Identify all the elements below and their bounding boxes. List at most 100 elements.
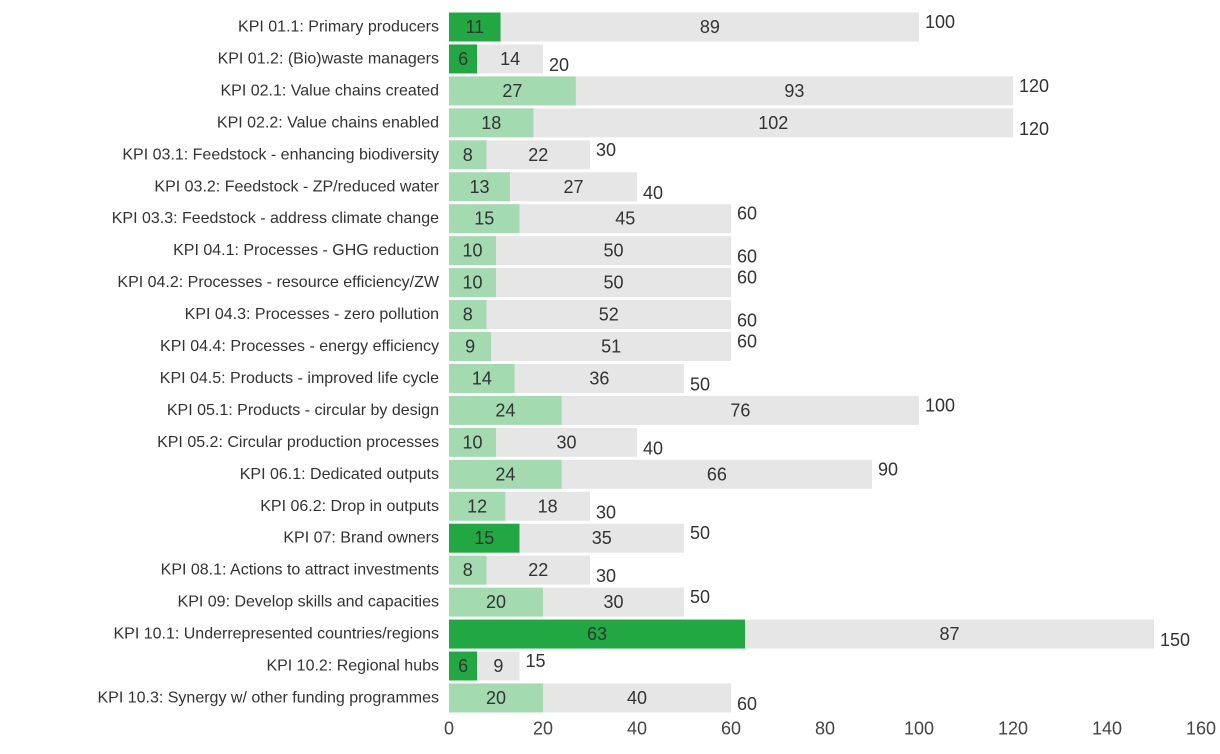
remaining-bar — [491, 332, 731, 361]
remaining-bar — [745, 619, 1154, 649]
x-tick-label: 80 — [815, 718, 835, 738]
remaining-bar — [477, 651, 520, 681]
achieved-bar — [449, 619, 746, 649]
total-value-label: 30 — [596, 566, 616, 586]
remaining-bar — [496, 268, 731, 298]
category-label: KPI 10.2: Regional hubs — [266, 658, 439, 675]
remaining-value-label: 36 — [589, 368, 609, 388]
category-label: KPI 08.1: Actions to attract investments — [161, 562, 439, 579]
category-label: KPI 06.2: Drop in outputs — [260, 498, 439, 515]
achieved-value-label: 6 — [458, 656, 468, 676]
achieved-value-label: 18 — [481, 113, 501, 133]
total-value-label: 60 — [737, 332, 757, 352]
total-value-label: 50 — [690, 587, 710, 607]
achieved-bar — [449, 12, 501, 42]
remaining-value-label: 89 — [700, 17, 720, 37]
achieved-bar — [449, 363, 515, 393]
achieved-value-label: 24 — [495, 464, 515, 484]
remaining-bar — [561, 459, 872, 489]
remaining-bar — [533, 108, 1013, 138]
remaining-bar — [486, 555, 590, 585]
total-value-label: 100 — [925, 395, 955, 415]
remaining-value-label: 9 — [493, 656, 503, 676]
x-tick-label: 20 — [533, 718, 553, 738]
remaining-value-label: 76 — [730, 400, 750, 420]
remaining-bar — [561, 395, 919, 425]
category-label: KPI 05.2: Circular production processes — [157, 434, 439, 451]
total-value-label: 30 — [596, 140, 616, 160]
total-value-label: 50 — [690, 523, 710, 543]
total-value-label: 120 — [1019, 119, 1049, 139]
category-label: KPI 05.1: Products - circular by design — [167, 402, 439, 419]
achieved-bar — [449, 523, 520, 553]
remaining-value-label: 52 — [599, 305, 619, 325]
category-label: KPI 03.1: Feedstock - enhancing biodiver… — [122, 146, 439, 163]
x-axis: 0 20 40 60 80 100 120 140 160 — [444, 718, 1216, 738]
remaining-value-label: 30 — [603, 592, 623, 612]
total-value-label: 100 — [925, 12, 955, 32]
remaining-bar — [486, 140, 590, 170]
remaining-value-label: 22 — [528, 145, 548, 165]
total-value-label: 20 — [549, 55, 569, 75]
x-tick-label: 0 — [444, 718, 454, 738]
achieved-bar — [449, 651, 478, 681]
achieved-value-label: 24 — [495, 400, 515, 420]
remaining-value-label: 102 — [758, 113, 788, 133]
x-tick-label: 120 — [998, 718, 1028, 738]
remaining-bar — [514, 363, 684, 393]
achieved-value-label: 13 — [470, 177, 490, 197]
remaining-value-label: 66 — [707, 464, 727, 484]
total-value-label: 15 — [526, 651, 546, 671]
achieved-value-label: 20 — [486, 688, 506, 708]
achieved-value-label: 14 — [472, 368, 492, 388]
category-label: KPI 10.1: Underrepresented countries/reg… — [113, 626, 439, 643]
achieved-bar — [449, 140, 487, 170]
remaining-bar — [496, 427, 637, 457]
category-label: KPI 03.3: Feedstock - address climate ch… — [112, 210, 439, 227]
remaining-value-label: 40 — [627, 688, 647, 708]
achieved-value-label: 10 — [462, 273, 482, 293]
achieved-bar — [449, 44, 478, 74]
achieved-value-label: 63 — [587, 624, 607, 644]
total-value-label: 30 — [596, 502, 616, 522]
achieved-value-label: 8 — [463, 560, 473, 580]
remaining-bar — [505, 491, 590, 521]
remaining-value-label: 50 — [603, 273, 623, 293]
x-tick-label: 40 — [627, 718, 647, 738]
bars-layer — [449, 12, 1154, 713]
remaining-bar — [519, 523, 684, 553]
remaining-bar — [486, 300, 731, 330]
remaining-value-label: 14 — [500, 49, 520, 69]
category-label: KPI 04.4: Processes - energy efficiency — [160, 338, 439, 355]
achieved-bar — [449, 491, 506, 521]
category-label: KPI 02.2: Value chains enabled — [217, 114, 439, 131]
total-value-label: 120 — [1019, 76, 1049, 96]
remaining-bar — [477, 44, 543, 74]
total-value-label: 60 — [737, 311, 757, 331]
total-value-label: 150 — [1160, 630, 1190, 650]
achieved-bar — [449, 683, 543, 713]
achieved-bar — [449, 395, 562, 425]
x-tick-label: 100 — [904, 718, 934, 738]
category-label: KPI 07: Brand owners — [283, 530, 439, 547]
remaining-bar — [510, 172, 637, 202]
achieved-bar — [449, 76, 576, 106]
achieved-value-label: 10 — [462, 241, 482, 261]
category-label: KPI 06.1: Dedicated outputs — [240, 466, 439, 483]
category-label: KPI 03.2: Feedstock - ZP/reduced water — [154, 178, 439, 195]
total-value-label: 60 — [737, 694, 757, 714]
category-label: KPI 01.2: (Bio)waste managers — [218, 50, 439, 67]
achieved-value-label: 10 — [462, 432, 482, 452]
remaining-value-label: 93 — [784, 81, 804, 101]
total-value-label: 90 — [878, 459, 898, 479]
achieved-value-label: 11 — [466, 17, 485, 37]
category-label: KPI 02.1: Value chains created — [220, 82, 439, 99]
category-label: KPI 09: Develop skills and capacities — [178, 594, 439, 611]
remaining-value-label: 27 — [564, 177, 584, 197]
total-value-label: 60 — [737, 247, 757, 267]
category-label: KPI 04.3: Processes - zero pollution — [185, 306, 439, 323]
remaining-value-label: 22 — [528, 560, 548, 580]
achieved-bar — [449, 108, 534, 138]
achieved-value-label: 15 — [474, 528, 494, 548]
